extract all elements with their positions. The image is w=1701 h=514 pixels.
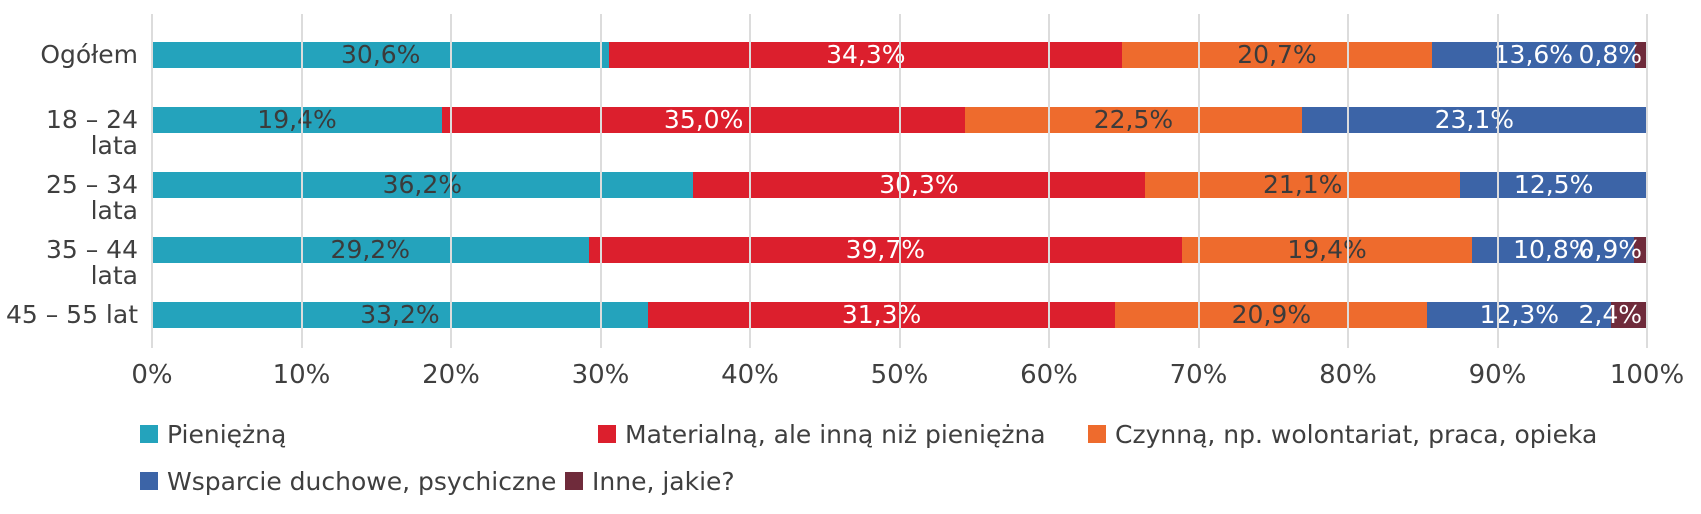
gridline (450, 14, 452, 348)
x-tick-label: 90% (1468, 360, 1527, 390)
bar-segment-series-2: 20,9% (1115, 300, 1428, 329)
bar-segment-series-4 (1633, 237, 1647, 263)
category-label: 35 – 44 lata (45, 235, 138, 290)
segment-value-label: 22,5% (1093, 105, 1174, 134)
x-tick-label: 40% (721, 360, 779, 390)
legend-label: Inne, jakie? (592, 466, 735, 496)
bar-segment-series-3: 10,8% (1472, 235, 1634, 264)
gridline (1646, 14, 1648, 348)
gridline (1197, 14, 1200, 348)
segment-value-label: 21,1% (1263, 170, 1343, 199)
bar-row: 30,6% 34,3% 20,7% 13,6% 0,8% (152, 42, 1647, 68)
segment-value-label: 29,2% (330, 235, 410, 264)
gridline (749, 14, 751, 348)
bar-segment-series-3: 12,5% (1460, 172, 1647, 198)
bar-segment-series-1: 31,3% (647, 300, 1116, 329)
segment-value-label: 33,2% (360, 300, 440, 329)
category-label: 45 – 55 lat (5, 300, 138, 329)
segment-value-label: 13,6% (1493, 40, 1574, 69)
x-tick-label: 100% (1609, 360, 1685, 390)
segment-value-label: 20,7% (1237, 40, 1317, 69)
bar-segment-series-3: 23,1% (1301, 105, 1647, 134)
bar-segment-series-4 (1635, 42, 1647, 68)
legend-label: Wsparcie duchowe, psychiczne (167, 466, 557, 496)
legend-swatch-icon (140, 425, 158, 443)
x-tick-label: 10% (272, 360, 331, 390)
x-tick-label: 0% (131, 360, 173, 390)
x-tick-label: 20% (422, 360, 480, 390)
legend-item: Czynną, np. wolontariat, praca, opieka (1088, 419, 1598, 449)
segment-value-label: 20,9% (1231, 300, 1312, 329)
x-tick-label: 60% (1020, 360, 1078, 390)
legend-swatch-icon (140, 472, 158, 490)
segment-value-label: 19,4% (1287, 235, 1367, 264)
bar-segment-series-3: 12,3% (1427, 300, 1612, 329)
legend-swatch-icon (598, 425, 616, 443)
x-tick-label: 30% (571, 360, 630, 390)
segment-value-label: 31,3% (841, 300, 922, 329)
gridline (1347, 14, 1349, 348)
bar-segment-series-2: 22,5% (965, 105, 1302, 134)
bar-segment-series-2: 19,4% (1182, 235, 1473, 264)
legend-label: Materialną, ale inną niż pieniężna (625, 419, 1046, 449)
legend-item: Pieniężną (140, 419, 287, 449)
bar-segment-series-3: 13,6% (1431, 40, 1636, 69)
gridline (1496, 14, 1499, 348)
segment-value-label: 19,4% (257, 105, 337, 134)
gridline (599, 14, 602, 348)
legend-item: Wsparcie duchowe, psychiczne (140, 466, 557, 496)
segment-value-label: 12,5% (1513, 170, 1594, 199)
bar-segment-series-0: 19,4% (152, 105, 443, 134)
bar-segment-series-1: 35,0% (442, 105, 966, 134)
segment-value-label: 2,4% (1578, 300, 1642, 329)
bar-row: 19,4% 35,0% 22,5% 23,1% (152, 107, 1647, 133)
bar-segment-series-0: 29,2% (152, 237, 589, 263)
legend-swatch-icon (1088, 425, 1106, 443)
legend-item: Inne, jakie? (565, 466, 735, 496)
segment-value-label: 10,8% (1513, 235, 1593, 264)
bar-segment-series-4 (1611, 302, 1647, 328)
x-tick-label: 70% (1169, 360, 1228, 390)
bar-segment-series-2: 21,1% (1145, 170, 1461, 199)
category-label: 18 – 24 lata (45, 105, 138, 160)
bar-segment-series-0: 33,2% (152, 302, 648, 328)
segment-value-label: 23,1% (1434, 105, 1515, 134)
segment-value-label: 36,2% (382, 170, 463, 199)
x-tick-label: 80% (1319, 360, 1377, 390)
plot-area: 30,6% 34,3% 20,7% 13,6% 0,8% 19,4% 35,0% 22,5% 2… (151, 14, 1648, 348)
bar-segment-series-1: 30,3% (692, 170, 1146, 199)
legend-label: Pieniężną (167, 419, 287, 449)
bar-row: 29,2% 39,7% 19,4% 10,8% 0,9% (152, 237, 1647, 263)
legend-item: Materialną, ale inną niż pieniężna (598, 419, 1046, 449)
legend-label: Czynną, np. wolontariat, praca, opieka (1115, 419, 1598, 449)
gridline (151, 14, 153, 348)
legend-swatch-icon (565, 472, 583, 490)
segment-value-label: 39,7% (845, 235, 925, 264)
bar-segment-series-0: 36,2% (152, 172, 693, 198)
category-label: Ogółem (40, 40, 138, 69)
bar-segment-series-1: 34,3% (609, 40, 1123, 69)
x-tick-label: 50% (870, 360, 929, 390)
gridline (898, 14, 901, 348)
segment-value-label: 0,9% (1578, 235, 1642, 264)
gridline (1048, 14, 1050, 348)
gridline (300, 14, 303, 348)
segment-value-label: 12,3% (1479, 300, 1559, 329)
segment-value-label: 30,6% (341, 40, 421, 69)
bar-segment-series-1: 39,7% (588, 235, 1183, 264)
bar-segment-series-2: 20,7% (1122, 40, 1432, 69)
segment-value-label: 34,3% (826, 40, 906, 69)
segment-value-label: 30,3% (879, 170, 959, 199)
bar-row: 33,2% 31,3% 20,9% 12,3% 2,4% (152, 302, 1647, 328)
bar-segment-series-0: 30,6% (152, 40, 610, 69)
segment-value-label: 0,8% (1578, 40, 1642, 69)
category-label: 25 – 34 lata (45, 170, 138, 225)
segment-value-label: 35,0% (663, 105, 744, 134)
